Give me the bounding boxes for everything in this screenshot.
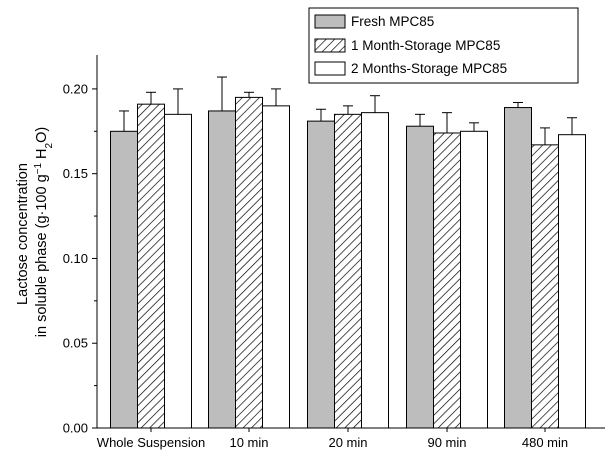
x-ticks-layer: Whole Suspension 10 min 20 min 90 min 480 mi… xyxy=(97,428,568,450)
bar xyxy=(164,113,192,429)
y-axis-label-h: H xyxy=(34,148,50,163)
x-tick-label: 480 min xyxy=(522,435,568,450)
bar xyxy=(433,132,461,429)
legend-swatch-2-months xyxy=(314,61,346,76)
x-tick-label: 20 min xyxy=(328,435,367,450)
axes-layer xyxy=(96,55,605,429)
legend-label-2-months: 2 Months-Storage MPC85 xyxy=(351,61,507,76)
bar xyxy=(208,110,236,429)
bars-layer xyxy=(110,96,586,429)
y-axis-label-end: O) xyxy=(34,127,50,143)
y-axis-label-line2: in soluble phase (g·100 g−1 H2O) xyxy=(33,127,55,337)
x-tick-label: 10 min xyxy=(229,435,268,450)
legend-swatch-1-month xyxy=(314,38,346,53)
y-axis-label-line1: Lactose concentration xyxy=(15,163,31,305)
x-tick-label: Whole Suspension xyxy=(97,435,205,450)
y-tick-label: 0.20 xyxy=(63,81,88,96)
legend-swatch-fresh xyxy=(314,14,346,29)
bar xyxy=(262,105,290,429)
y-tick-label: 0.00 xyxy=(63,421,88,436)
error-bars-layer xyxy=(119,76,577,145)
bar xyxy=(110,130,138,429)
plot-area xyxy=(110,76,586,429)
legend-label-fresh: Fresh MPC85 xyxy=(351,14,434,29)
legend: Fresh MPC85 1 Month-Storage MPC85 2 Mont… xyxy=(308,7,579,84)
bar xyxy=(361,112,389,429)
bar xyxy=(137,103,165,429)
y-axis-label-subscript: 2 xyxy=(44,142,55,148)
x-tick-label: 90 min xyxy=(427,435,466,450)
y-ticks-layer: 0.00 0.05 0.10 0.15 0.20 xyxy=(63,81,97,436)
bar xyxy=(460,130,488,429)
y-tick-label: 0.15 xyxy=(63,166,88,181)
legend-box xyxy=(308,7,579,84)
legend-label-1-month: 1 Month-Storage MPC85 xyxy=(351,38,500,53)
bar xyxy=(235,96,263,429)
bar xyxy=(406,125,434,429)
y-axis-label-line2-main: in soluble phase (g·100 g xyxy=(34,174,50,337)
bar xyxy=(531,144,559,429)
y-tick-label: 0.10 xyxy=(63,251,88,266)
bar xyxy=(558,134,586,429)
bar xyxy=(334,113,362,429)
bar xyxy=(307,120,335,429)
y-axis-label-superscript: −1 xyxy=(33,163,44,175)
bar xyxy=(504,107,532,429)
y-tick-label: 0.05 xyxy=(63,336,88,351)
